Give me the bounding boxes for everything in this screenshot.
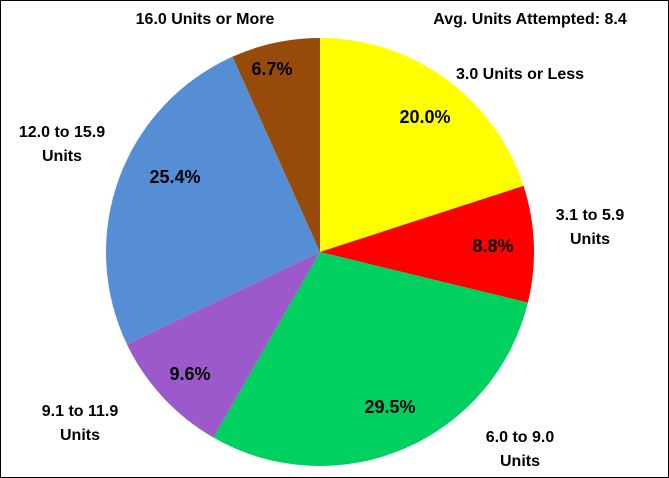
pie-slice [320, 38, 524, 252]
value-label: 29.5% [364, 397, 415, 417]
pie-slice [213, 252, 528, 466]
annotation: Avg. Units Attempted: 8.4 [433, 11, 627, 28]
category-label: 6.0 to 9.0 Units [485, 429, 555, 470]
category-label: 9.1 to 11.9 Units [41, 403, 119, 444]
pie-slice [126, 252, 321, 438]
value-label: 25.4% [149, 167, 200, 187]
value-label: 9.6% [169, 364, 210, 384]
value-label: 6.7% [251, 59, 292, 79]
category-label: 16.0 Units or More [135, 11, 275, 28]
pie-slice [320, 185, 535, 303]
pie-slice [105, 56, 320, 345]
pie-slice [232, 38, 320, 252]
value-label: 8.8% [472, 236, 513, 256]
category-label: 12.0 to 15.9 Units [18, 124, 106, 165]
category-label: 3.1 to 5.9 Units [555, 207, 625, 248]
value-label: 20.0% [399, 107, 450, 127]
category-label: 3.0 Units or Less [455, 66, 585, 83]
